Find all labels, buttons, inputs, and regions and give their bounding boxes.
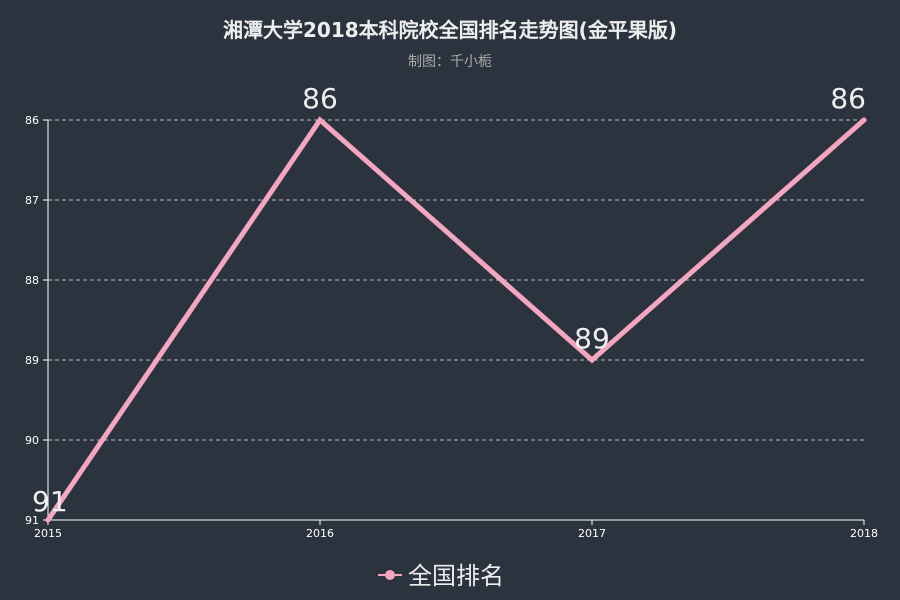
chart-subtitle: 制图：千小栀 bbox=[408, 54, 492, 70]
data-labels: 91 86 89 86 bbox=[32, 82, 866, 518]
legend[interactable]: 全国排名 bbox=[378, 562, 504, 590]
y-tick-label: 88 bbox=[25, 274, 39, 287]
y-tick-label: 87 bbox=[25, 194, 39, 207]
y-tick-label: 90 bbox=[25, 434, 39, 447]
data-point[interactable] bbox=[589, 357, 595, 363]
y-tick-label: 86 bbox=[25, 114, 39, 127]
x-tick-label: 2017 bbox=[578, 527, 606, 540]
data-label: 86 bbox=[830, 82, 866, 115]
data-point[interactable] bbox=[861, 117, 867, 123]
y-tick-label: 89 bbox=[25, 354, 39, 367]
x-tick-label: 2018 bbox=[850, 527, 878, 540]
grid-lines bbox=[48, 119, 864, 441]
legend-marker-icon bbox=[385, 570, 395, 580]
series-line[interactable] bbox=[45, 116, 867, 523]
data-label: 91 bbox=[32, 485, 68, 518]
data-label: 86 bbox=[302, 82, 338, 115]
data-point[interactable] bbox=[317, 117, 323, 123]
data-label: 89 bbox=[574, 322, 610, 355]
x-tick-label: 2016 bbox=[306, 527, 334, 540]
data-point[interactable] bbox=[45, 517, 51, 523]
series-line-group bbox=[45, 116, 867, 523]
y-tick-label: 91 bbox=[25, 514, 39, 527]
legend-label: 全国排名 bbox=[408, 562, 504, 590]
x-tick-label: 2015 bbox=[34, 527, 62, 540]
chart-title: 湘潭大学2018本科院校全国排名走势图(金平果版) bbox=[223, 18, 677, 42]
